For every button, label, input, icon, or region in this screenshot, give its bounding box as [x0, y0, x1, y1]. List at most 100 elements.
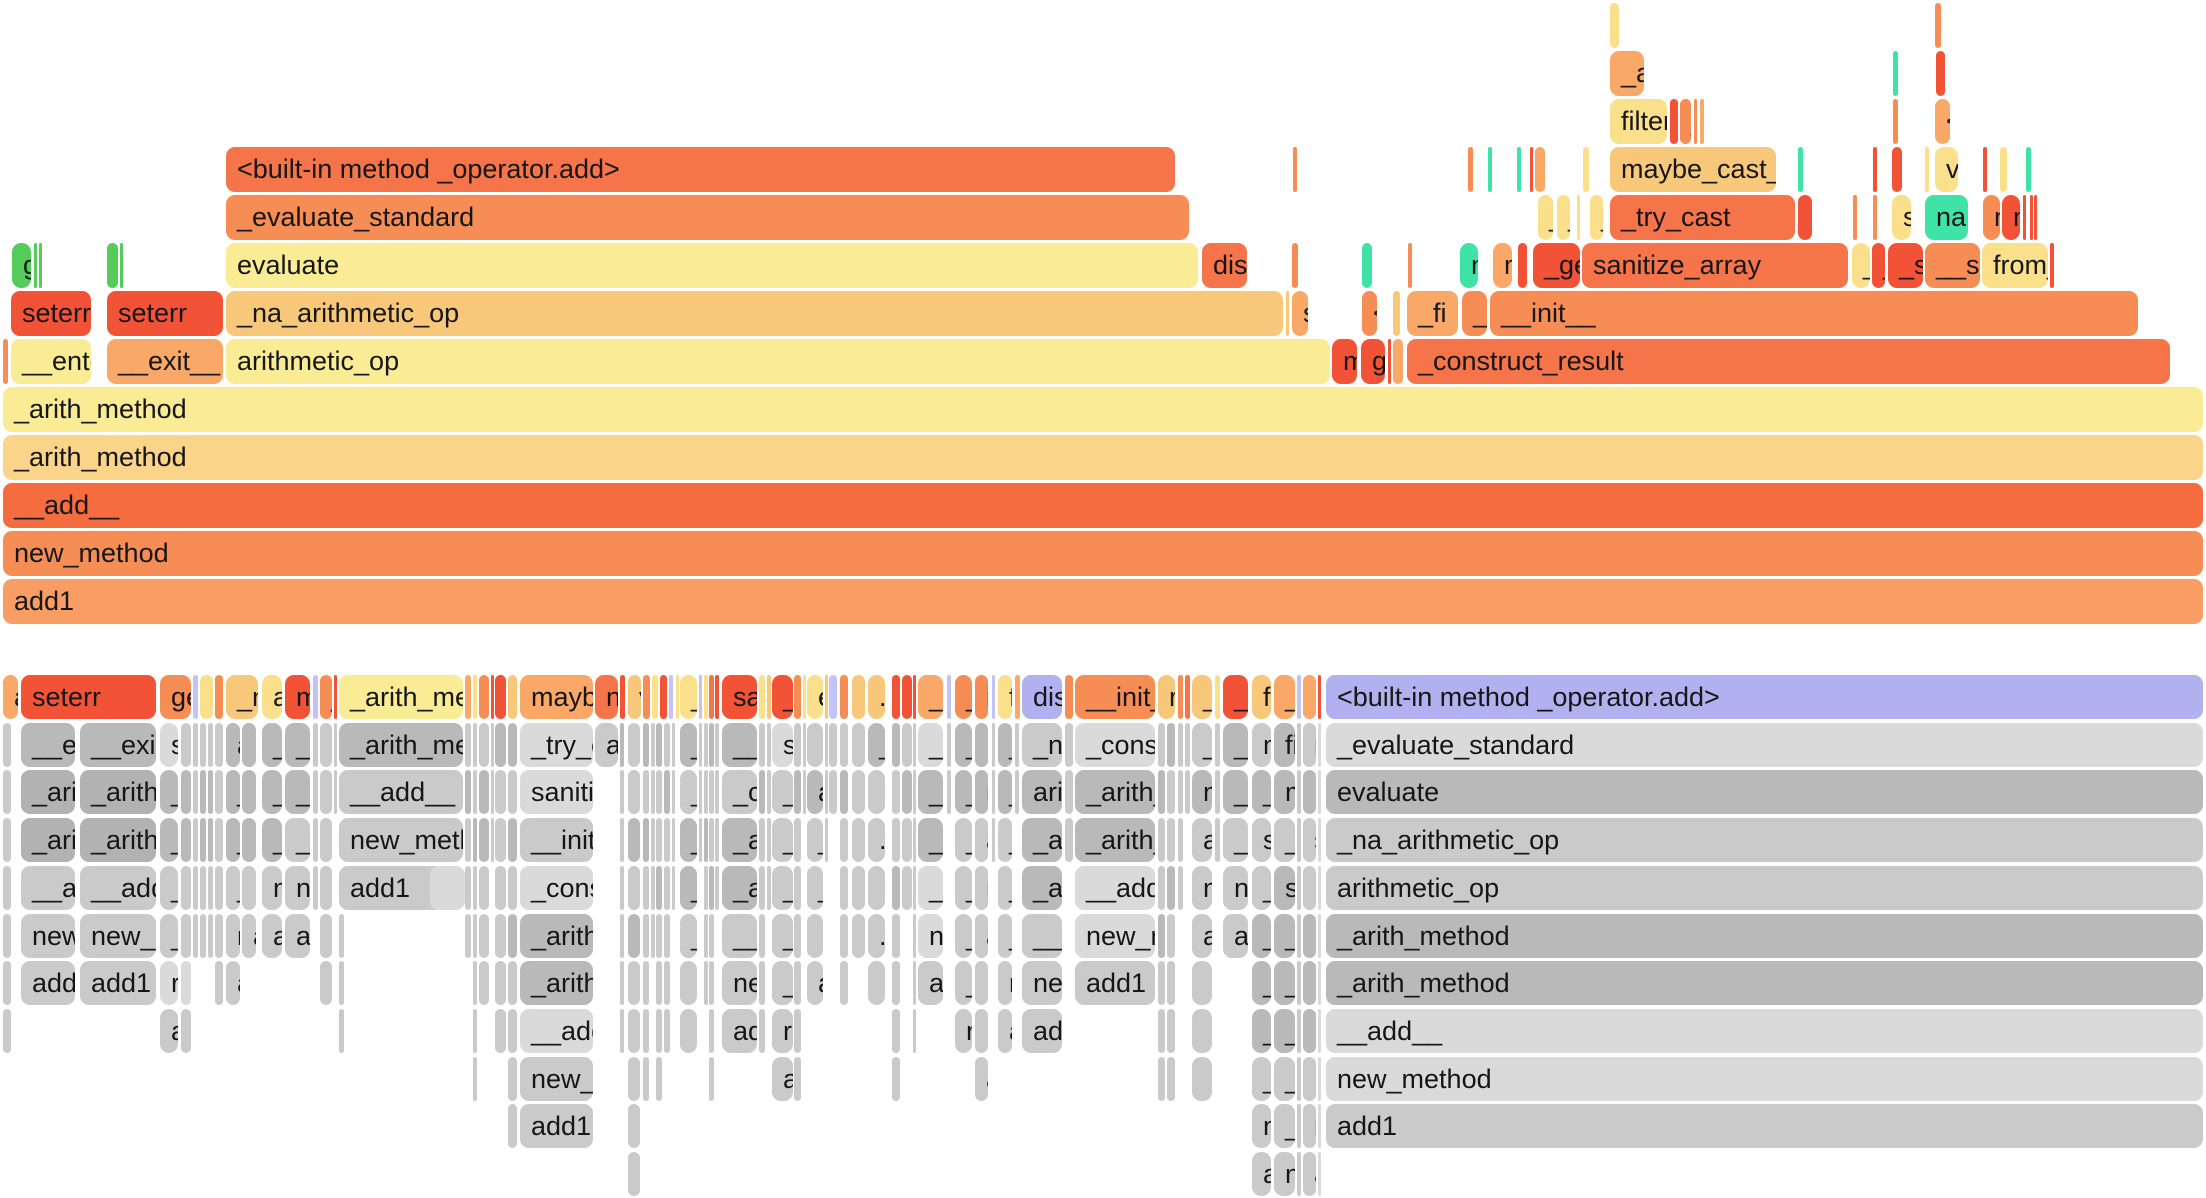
frame-block[interactable] [1178, 770, 1183, 814]
frame-block[interactable]: _arith_ [1075, 818, 1155, 862]
frame-block[interactable] [992, 818, 995, 862]
frame-block[interactable] [473, 914, 477, 958]
frame-block[interactable]: r [772, 1009, 793, 1053]
frame-block[interactable] [992, 675, 995, 719]
frame-block[interactable] [1158, 723, 1165, 767]
frame-block[interactable] [2023, 195, 2026, 240]
frame-block[interactable] [242, 818, 256, 862]
frame-block[interactable]: _ [160, 914, 178, 958]
frame-block[interactable]: _ [1252, 770, 1271, 814]
frame-block[interactable] [825, 675, 828, 719]
frame-block[interactable] [1015, 675, 1020, 719]
frame-block[interactable]: r [1158, 675, 1175, 719]
frame-block[interactable] [1293, 147, 1297, 192]
frame-block[interactable] [664, 1009, 670, 1053]
frame-block[interactable] [656, 1057, 662, 1101]
frame-block[interactable] [491, 723, 494, 767]
frame-block[interactable]: s [1292, 291, 1308, 336]
frame-block[interactable]: m [1493, 243, 1512, 288]
frame-block[interactable]: . [852, 675, 865, 719]
frame-block[interactable]: i [975, 675, 988, 719]
frame-block[interactable]: < [1362, 291, 1377, 336]
frame-block[interactable]: . [495, 770, 506, 814]
frame-block[interactable] [1158, 914, 1165, 958]
frame-block[interactable]: s [1303, 818, 1316, 862]
frame-block[interactable] [767, 818, 771, 862]
frame-block[interactable]: . [479, 770, 489, 814]
frame-block[interactable] [313, 675, 318, 719]
frame-block[interactable] [1065, 770, 1073, 814]
frame-block[interactable]: _ [160, 770, 178, 814]
frame-block[interactable] [672, 866, 675, 910]
frame-block[interactable] [652, 675, 658, 719]
frame-block[interactable]: __add__ [339, 770, 463, 814]
frame-block[interactable]: a [1192, 914, 1212, 958]
frame-block[interactable] [759, 1009, 765, 1053]
frame-block[interactable]: n [1252, 723, 1271, 767]
frame-block[interactable]: _a [1223, 723, 1248, 767]
frame-block[interactable]: _ [1538, 195, 1553, 240]
frame-block[interactable] [975, 1009, 988, 1053]
frame-block[interactable] [704, 914, 708, 958]
frame-block[interactable] [913, 723, 916, 767]
frame-block[interactable]: __init_ [1075, 675, 1155, 719]
frame-block[interactable]: g [12, 243, 31, 288]
frame-block[interactable]: _ [998, 723, 1012, 767]
frame-block[interactable]: . [1303, 961, 1316, 1005]
frame-block[interactable] [508, 818, 517, 862]
frame-block[interactable]: _ge [1533, 243, 1580, 288]
frame-block[interactable] [643, 818, 649, 862]
frame-block[interactable] [947, 723, 951, 767]
frame-block[interactable] [1167, 1057, 1175, 1101]
frame-block[interactable] [709, 723, 714, 767]
frame-block[interactable] [1297, 961, 1301, 1005]
frame-block[interactable] [1215, 723, 1220, 767]
frame-block[interactable] [1292, 243, 1298, 288]
frame-block[interactable]: _ [772, 675, 793, 719]
frame-block[interactable] [465, 723, 471, 767]
frame-block[interactable]: . [852, 723, 865, 767]
frame-block[interactable]: a [215, 914, 223, 958]
frame-block[interactable]: __init__ [1490, 291, 2138, 336]
frame-block[interactable] [664, 914, 670, 958]
frame-block[interactable] [1388, 339, 1391, 384]
frame-block[interactable]: s [1274, 866, 1295, 910]
frame-block[interactable] [242, 723, 256, 767]
frame-block[interactable]: e [807, 675, 823, 719]
frame-block[interactable] [660, 675, 667, 719]
frame-block[interactable]: _ [262, 818, 282, 862]
frame-block[interactable]: _evaluate_standard [226, 195, 1189, 240]
frame-block[interactable] [1468, 147, 1473, 192]
frame-block[interactable] [208, 723, 213, 767]
frame-block[interactable] [651, 818, 655, 862]
frame-block[interactable] [1318, 914, 1321, 958]
frame-block[interactable]: _ [320, 675, 332, 719]
frame-block[interactable] [193, 770, 198, 814]
frame-block[interactable] [829, 675, 837, 719]
frame-block[interactable] [1983, 147, 1987, 192]
frame-block[interactable] [1694, 99, 1697, 144]
frame-block[interactable] [628, 1152, 640, 1196]
frame-block[interactable] [807, 723, 823, 767]
frame-block[interactable] [709, 818, 714, 862]
frame-block[interactable] [767, 866, 771, 910]
frame-block[interactable] [34, 243, 37, 288]
frame-block[interactable] [1700, 99, 1704, 144]
frame-block[interactable]: fi [1252, 675, 1271, 719]
frame-block[interactable]: _ [181, 770, 191, 814]
frame-block[interactable] [715, 818, 719, 862]
frame-block[interactable]: new_m [1075, 914, 1155, 958]
frame-block[interactable] [1518, 243, 1527, 288]
frame-block[interactable]: . [200, 770, 206, 814]
frame-block[interactable]: _ [1252, 914, 1271, 958]
frame-block[interactable] [829, 770, 837, 814]
frame-block[interactable] [200, 914, 206, 958]
frame-block[interactable] [313, 818, 318, 862]
frame-block[interactable] [491, 818, 494, 862]
frame-block[interactable]: _ [1274, 1009, 1295, 1053]
frame-block[interactable]: _cons [520, 866, 593, 910]
frame-block[interactable] [1535, 147, 1545, 192]
frame-block[interactable]: _a [226, 818, 240, 862]
frame-block[interactable] [1297, 770, 1301, 814]
frame-block[interactable]: _ [1192, 723, 1212, 767]
